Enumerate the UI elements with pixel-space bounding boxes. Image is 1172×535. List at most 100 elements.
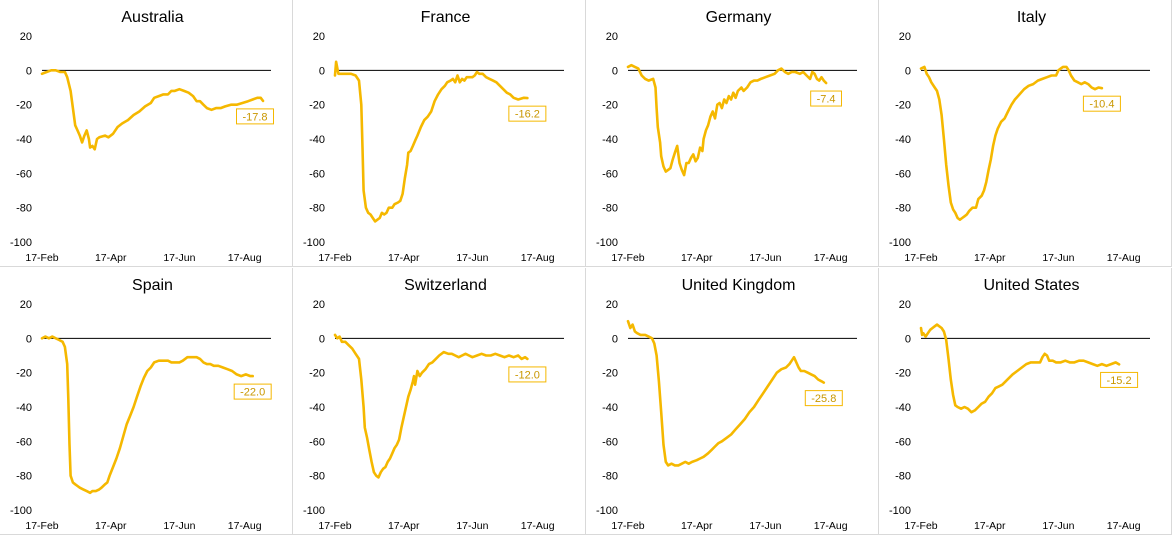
chart-title: Switzerland bbox=[404, 277, 487, 294]
y-tick-label: 0 bbox=[905, 65, 911, 77]
end-value-text: -15.2 bbox=[1107, 375, 1132, 387]
x-tick-label: 17-Apr bbox=[681, 520, 713, 532]
y-tick-label: 0 bbox=[319, 65, 325, 77]
chart-panel: United States 20 0 -20 -40 -60 -80 -100 17-Feb 17… bbox=[879, 268, 1172, 535]
end-value-label: -25.8 bbox=[804, 390, 843, 407]
chart-panel: Germany 20 0 -20 -40 -60 -80 -100 17-Feb 17-Apr 17… bbox=[586, 0, 879, 267]
series-line bbox=[40, 69, 265, 151]
y-tick-label: -60 bbox=[895, 168, 911, 180]
y-tick-label: -20 bbox=[309, 368, 325, 380]
end-value-label: -17.8 bbox=[236, 108, 274, 125]
chart-panel: United Kingdom 20 0 -20 -40 -60 -80 -100 17-Feb 1… bbox=[586, 268, 879, 535]
y-tick-label: -80 bbox=[16, 471, 32, 483]
y-tick-label: 0 bbox=[905, 333, 911, 345]
y-tick-label: -80 bbox=[309, 203, 325, 215]
chart-svg: Italy 20 0 -20 -40 -60 -80 -100 17-Feb 17-Apr 17-J… bbox=[889, 9, 1150, 264]
y-tick-label: -60 bbox=[602, 436, 618, 448]
y-tick-label: -100 bbox=[889, 237, 911, 249]
x-tick-label: 17-Jun bbox=[749, 252, 781, 264]
x-tick-label: 17-Jun bbox=[1042, 252, 1074, 264]
end-value-label: -7.4 bbox=[810, 90, 842, 107]
end-value-box bbox=[1082, 95, 1121, 112]
y-tick-label: -100 bbox=[10, 505, 32, 517]
chart-title: Germany bbox=[706, 9, 772, 26]
end-value-box bbox=[236, 108, 274, 125]
series-line bbox=[919, 323, 1121, 414]
chart-svg: United Kingdom 20 0 -20 -40 -60 -80 -100 17-Feb 1… bbox=[596, 277, 857, 532]
y-tick-label: -100 bbox=[596, 505, 618, 517]
end-value-label: -15.2 bbox=[1100, 371, 1139, 388]
y-tick-label: -80 bbox=[602, 203, 618, 215]
y-tick-label: -20 bbox=[16, 368, 32, 380]
x-tick-label: 17-Feb bbox=[318, 520, 351, 532]
end-value-label: -16.2 bbox=[508, 105, 547, 122]
x-tick-label: 17-Apr bbox=[388, 252, 420, 264]
x-tick-label: 17-Apr bbox=[974, 252, 1006, 264]
x-tick-label: 17-Aug bbox=[228, 252, 262, 264]
x-tick-label: 17-Feb bbox=[25, 520, 58, 532]
end-value-text: -25.8 bbox=[811, 393, 836, 405]
x-tick-label: 17-Apr bbox=[95, 520, 127, 532]
x-tick-label: 17-Apr bbox=[388, 520, 420, 532]
y-tick-label: 20 bbox=[899, 299, 911, 311]
chart-title: France bbox=[421, 9, 471, 26]
chart-panel: Italy 20 0 -20 -40 -60 -80 -100 17-Feb 17-Apr 17-J… bbox=[879, 0, 1172, 267]
y-tick-label: 20 bbox=[606, 31, 618, 43]
series-line bbox=[333, 60, 529, 223]
end-value-text: -16.2 bbox=[515, 109, 540, 121]
end-value-box bbox=[1100, 371, 1139, 388]
series-line bbox=[626, 63, 828, 177]
y-tick-label: -60 bbox=[16, 436, 32, 448]
y-tick-label: -20 bbox=[602, 100, 618, 112]
y-tick-label: -40 bbox=[602, 134, 618, 146]
end-value-text: -22.0 bbox=[240, 387, 265, 399]
y-tick-label: -20 bbox=[895, 368, 911, 380]
series-line bbox=[333, 333, 529, 479]
x-tick-label: 17-Feb bbox=[904, 252, 937, 264]
y-tick-label: -60 bbox=[602, 168, 618, 180]
chart-title: United States bbox=[983, 277, 1079, 294]
y-tick-label: -100 bbox=[10, 237, 32, 249]
series-line bbox=[626, 319, 826, 467]
x-tick-label: 17-Feb bbox=[318, 252, 351, 264]
y-tick-label: -100 bbox=[303, 505, 325, 517]
x-tick-label: 17-Aug bbox=[814, 252, 848, 264]
y-tick-label: -20 bbox=[16, 100, 32, 112]
y-tick-label: -80 bbox=[895, 203, 911, 215]
x-tick-label: 17-Aug bbox=[1107, 252, 1141, 264]
end-value-box bbox=[233, 383, 272, 400]
y-tick-label: -40 bbox=[309, 134, 325, 146]
y-tick-label: -60 bbox=[16, 168, 32, 180]
x-tick-label: 17-Jun bbox=[1042, 520, 1074, 532]
x-tick-label: 17-Apr bbox=[974, 520, 1006, 532]
y-tick-label: 0 bbox=[319, 333, 325, 345]
chart-title: Australia bbox=[121, 9, 183, 26]
end-value-box bbox=[508, 105, 547, 122]
y-tick-label: 0 bbox=[26, 333, 32, 345]
x-tick-label: 17-Jun bbox=[456, 520, 488, 532]
y-tick-label: -40 bbox=[309, 402, 325, 414]
x-tick-label: 17-Jun bbox=[456, 252, 488, 264]
y-tick-label: -80 bbox=[895, 471, 911, 483]
chart-svg: France 20 0 -20 -40 -60 -80 -100 17-Feb 17-Apr 17-… bbox=[303, 9, 564, 264]
end-value-text: -12.0 bbox=[515, 369, 540, 381]
x-tick-label: 17-Aug bbox=[814, 520, 848, 532]
end-value-text: -10.4 bbox=[1089, 99, 1114, 111]
y-tick-label: 0 bbox=[612, 333, 618, 345]
y-tick-label: -20 bbox=[309, 100, 325, 112]
y-tick-label: -20 bbox=[602, 368, 618, 380]
y-tick-label: -100 bbox=[596, 237, 618, 249]
end-value-box bbox=[810, 90, 842, 107]
y-tick-label: -60 bbox=[895, 436, 911, 448]
y-tick-label: -80 bbox=[16, 203, 32, 215]
end-value-box bbox=[804, 390, 843, 407]
chart-svg: Australia 20 0 -20 -40 -60 -80 -100 17-Feb 17-Apr… bbox=[10, 9, 274, 264]
y-tick-label: -100 bbox=[889, 505, 911, 517]
chart-svg: United States 20 0 -20 -40 -60 -80 -100 17-Feb 17… bbox=[889, 277, 1150, 532]
x-tick-label: 17-Feb bbox=[904, 520, 937, 532]
chart-title: Spain bbox=[132, 277, 173, 294]
x-tick-label: 17-Aug bbox=[1107, 520, 1141, 532]
x-tick-label: 17-Jun bbox=[163, 520, 195, 532]
x-tick-label: 17-Aug bbox=[521, 252, 555, 264]
